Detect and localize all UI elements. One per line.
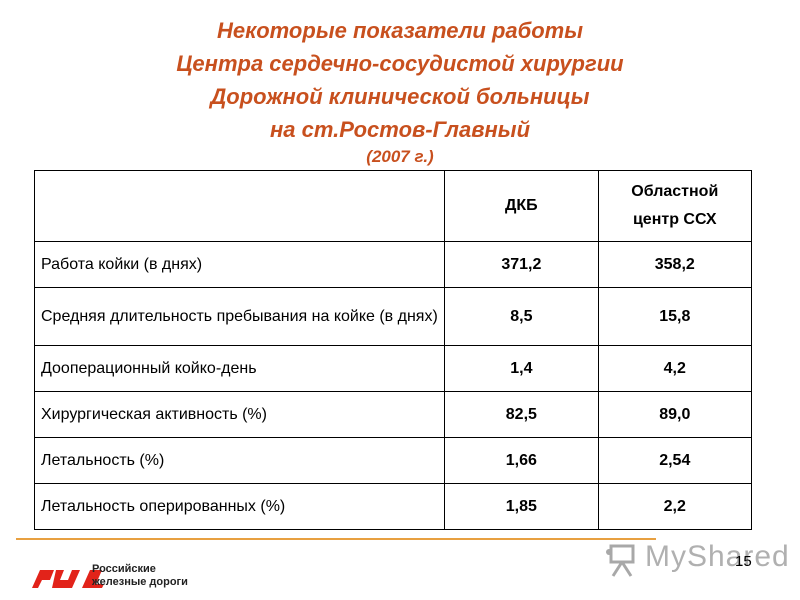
rzd-logo xyxy=(32,570,104,588)
row-center-value: 89,0 xyxy=(597,391,753,438)
row-label: Летальность (%) xyxy=(33,437,446,484)
logo-text-line-1: Российские xyxy=(92,563,156,575)
rzd-logo-text: Российские железные дороги xyxy=(92,563,188,589)
row-label: Хирургическая активность (%) xyxy=(33,391,446,438)
row-dkb-value: 1,85 xyxy=(444,483,599,530)
header-empty xyxy=(33,170,446,242)
header-regional-center-text: Областной центр ССХ xyxy=(631,183,719,228)
table-row: Хирургическая активность (%) 82,5 89,0 xyxy=(33,391,753,438)
title-line-2: Центра сердечно-сосудистой хирургии xyxy=(176,51,624,76)
table-row: Летальность (%) 1,66 2,54 xyxy=(33,437,753,484)
table-row: Средняя длительность пребывания на койке… xyxy=(33,287,753,346)
indicators-table: ДКБ Областной центр ССХ Работа койки (в … xyxy=(33,170,753,530)
row-center-value: 2,54 xyxy=(597,437,753,484)
table-row: Работа койки (в днях) 371,2 358,2 xyxy=(33,241,753,288)
header-regional-center: Областной центр ССХ xyxy=(597,170,753,242)
slide-title: Некоторые показатели работы Центра серде… xyxy=(0,14,800,168)
title-year: (2007 г.) xyxy=(366,147,434,166)
header-dkb: ДКБ xyxy=(444,170,599,242)
row-center-value: 15,8 xyxy=(597,287,753,346)
page-number: 15 xyxy=(735,553,752,570)
row-center-value: 2,2 xyxy=(597,483,753,530)
logo-text-line-2: железные дороги xyxy=(92,576,188,588)
row-label: Работа койки (в днях) xyxy=(33,241,446,288)
row-dkb-value: 1,66 xyxy=(444,437,599,484)
table-row: Дооперационный койко-день 1,4 4,2 xyxy=(33,345,753,392)
row-center-value: 4,2 xyxy=(597,345,753,392)
row-label: Летальность оперированных (%) xyxy=(33,483,446,530)
footer-divider xyxy=(16,538,656,540)
row-label: Средняя длительность пребывания на койке… xyxy=(33,287,446,346)
watermark-text: MyShared xyxy=(645,540,790,573)
row-dkb-value: 8,5 xyxy=(444,287,599,346)
title-line-4: на ст.Ростов-Главный xyxy=(269,117,531,142)
row-center-value: 358,2 xyxy=(597,241,753,288)
title-line-1: Некоторые показатели работы xyxy=(216,18,584,43)
row-label: Дооперационный койко-день xyxy=(33,345,446,392)
table-row: Летальность оперированных (%) 1,85 2,2 xyxy=(33,483,753,530)
row-dkb-value: 1,4 xyxy=(444,345,599,392)
row-dkb-value: 82,5 xyxy=(444,391,599,438)
row-dkb-value: 371,2 xyxy=(444,241,599,288)
watermark: MyShared xyxy=(605,540,789,580)
table-header-row: ДКБ Областной центр ССХ xyxy=(33,170,753,242)
title-line-3: Дорожной клинической больницы xyxy=(210,84,590,109)
presentation-icon xyxy=(606,544,635,577)
